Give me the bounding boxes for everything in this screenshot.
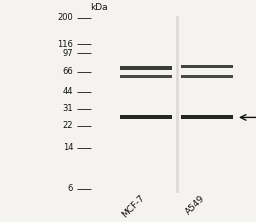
- Text: 44: 44: [63, 87, 73, 96]
- Text: 200: 200: [57, 13, 73, 22]
- Text: 14: 14: [63, 143, 73, 152]
- Text: 97: 97: [62, 49, 73, 58]
- Text: 31: 31: [62, 104, 73, 113]
- Text: 66: 66: [62, 67, 73, 76]
- Bar: [181, 115, 233, 119]
- Bar: [120, 75, 173, 78]
- Bar: [120, 115, 173, 119]
- Text: A549: A549: [184, 193, 207, 216]
- Bar: [181, 75, 233, 78]
- Text: 6: 6: [68, 184, 73, 193]
- Text: kDa: kDa: [90, 3, 108, 12]
- Bar: [181, 65, 233, 68]
- Text: 22: 22: [63, 121, 73, 130]
- Text: MCF-7: MCF-7: [120, 193, 146, 219]
- Bar: [120, 66, 173, 70]
- Text: 116: 116: [57, 40, 73, 49]
